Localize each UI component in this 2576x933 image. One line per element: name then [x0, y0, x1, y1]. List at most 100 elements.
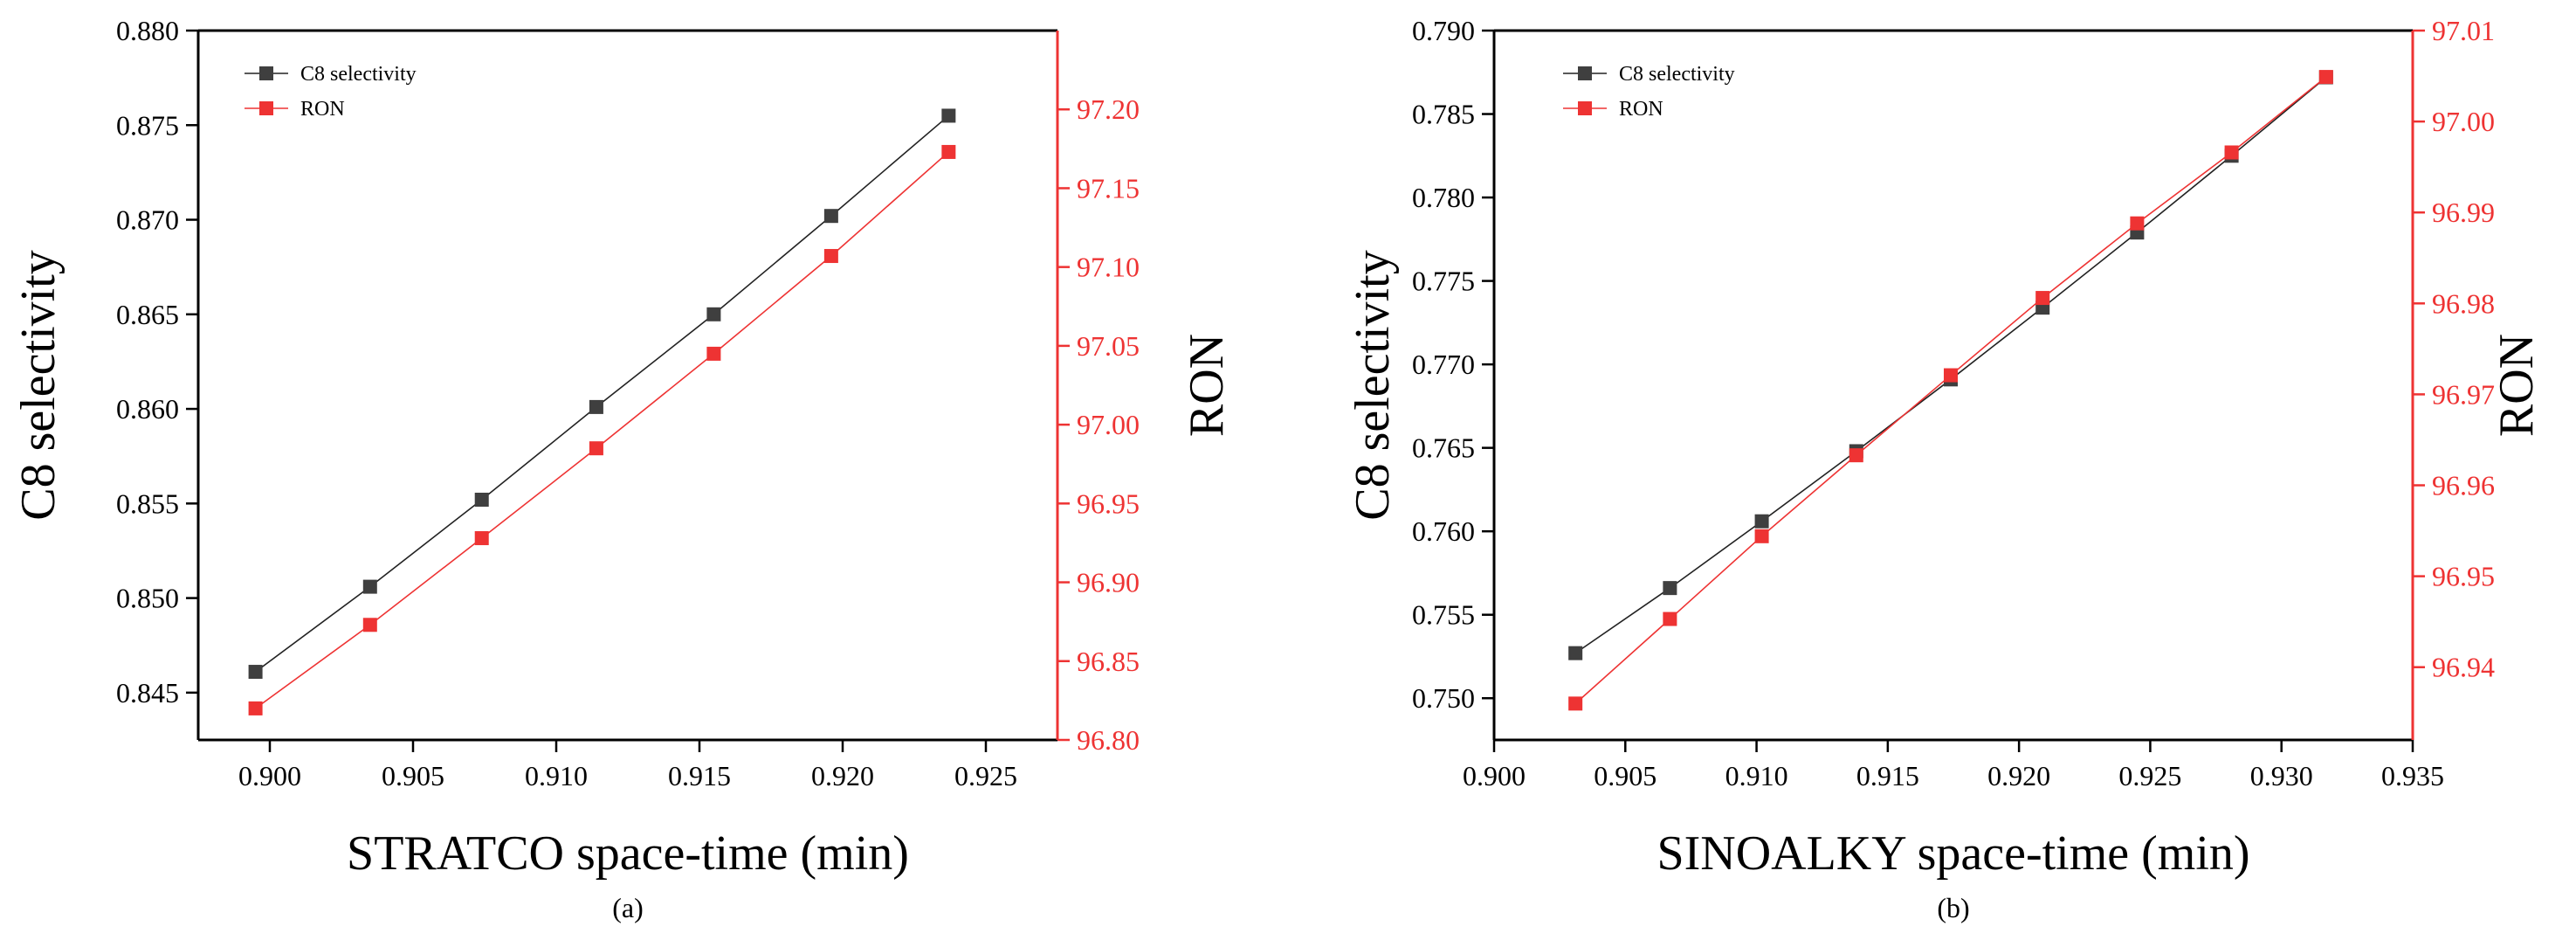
ron-point [823, 249, 838, 264]
right-y-tick-label: 96.90 [1077, 567, 1140, 598]
legend-label: C8 selectivity [1619, 63, 1735, 86]
ron-point [589, 441, 603, 456]
x-tick-label: 0.920 [811, 760, 874, 791]
ron-point [2224, 145, 2239, 160]
right-y-tick-label: 96.94 [2432, 652, 2495, 683]
right-y-tick-label: 96.97 [2432, 378, 2495, 410]
legend-marker [1578, 101, 1592, 115]
left-y-tick-label: 0.755 [1412, 599, 1475, 631]
x-tick-label: 0.910 [525, 760, 588, 791]
legend-item-c8-selectivity: C8 selectivity [245, 63, 417, 86]
x-tick-label: 0.905 [1594, 760, 1656, 791]
legend-item-ron: RON [245, 98, 345, 121]
legend-label: C8 selectivity [300, 63, 417, 86]
ron-point [1849, 448, 1863, 463]
c8-selectivity-point [474, 493, 489, 508]
ron-point [248, 701, 263, 715]
left-y-tick-label: 0.770 [1412, 349, 1475, 380]
series-line-c8-selectivity [255, 114, 949, 673]
right-y-tick-label: 96.96 [2432, 470, 2495, 501]
left-y-tick-label: 0.845 [116, 677, 179, 708]
ron-point [474, 531, 489, 546]
c8-selectivity-point [823, 209, 838, 224]
left-y-tick-label: 0.870 [116, 204, 179, 236]
left-y-tick-label: 0.765 [1412, 432, 1475, 464]
legend-label: RON [300, 98, 345, 121]
legend-item-c8-selectivity: C8 selectivity [1563, 63, 1735, 86]
chart-panel-b: 0.900 0.905 0.910 0.915 0.920 0.925 0.930 0.935… [1346, 15, 2544, 923]
left-y-tick-label: 0.780 [1412, 182, 1475, 213]
c8-selectivity-point [1663, 581, 1677, 596]
right-y-tick-label: 97.05 [1077, 330, 1140, 362]
c8-selectivity-point [362, 579, 377, 594]
x-tick-label: 0.915 [668, 760, 731, 791]
legend-label: RON [1619, 98, 1663, 121]
right-y-tick-label: 97.20 [1077, 93, 1140, 125]
right-y-tick-label: 96.85 [1077, 646, 1140, 677]
x-tick-label: 0.900 [238, 760, 301, 791]
c8-selectivity-point [248, 665, 263, 680]
right-y-tick-label: 97.01 [2432, 15, 2495, 46]
right-y-tick-label: 96.95 [1077, 487, 1140, 519]
left-y-tick-label: 0.850 [116, 583, 179, 614]
left-y-axis-title: C8 selectivity [11, 250, 65, 521]
legend-marker [259, 66, 273, 80]
left-y-tick-label: 0.790 [1412, 15, 1475, 46]
x-tick-label: 0.935 [2381, 760, 2444, 791]
right-y-axis-title: RON [2490, 334, 2544, 437]
ron-point [2318, 70, 2333, 85]
left-y-tick-label: 0.760 [1412, 515, 1475, 547]
ron-point [2130, 216, 2145, 231]
legend-marker [259, 101, 273, 115]
left-y-tick-label: 0.880 [116, 15, 179, 46]
ron-point [362, 618, 377, 632]
left-y-axis-title: C8 selectivity [1346, 250, 1400, 521]
right-y-tick-label: 96.98 [2432, 287, 2495, 319]
left-y-tick-label: 0.775 [1412, 266, 1475, 297]
ron-point [941, 144, 956, 159]
panel-label: (b) [1937, 892, 1969, 923]
x-tick-label: 0.925 [2118, 760, 2181, 791]
ron-point [1568, 696, 1583, 711]
series-line-ron [255, 151, 949, 709]
x-tick-label: 0.920 [1987, 760, 2050, 791]
left-y-tick-label: 0.875 [116, 109, 179, 141]
ron-point [1943, 368, 1958, 383]
c8-selectivity-point [1568, 646, 1583, 660]
c8-selectivity-point [589, 399, 603, 414]
ron-point [1663, 612, 1677, 626]
left-y-tick-label: 0.855 [116, 487, 179, 519]
x-tick-label: 0.925 [954, 760, 1017, 791]
left-y-tick-label: 0.860 [116, 393, 179, 425]
chart-panel-a: 0.900 0.905 0.910 0.915 0.920 0.925 0.845 0.850… [11, 15, 1234, 923]
x-tick-label: 0.900 [1463, 760, 1526, 791]
left-y-tick-label: 0.785 [1412, 99, 1475, 130]
c8-selectivity-point [941, 108, 956, 123]
legend-item-ron: RON [1563, 98, 1663, 121]
right-y-tick-label: 96.80 [1077, 724, 1140, 756]
right-y-tick-label: 97.00 [1077, 409, 1140, 440]
x-tick-label: 0.910 [1725, 760, 1788, 791]
right-y-tick-label: 97.00 [2432, 106, 2495, 137]
right-y-tick-label: 96.95 [2432, 561, 2495, 592]
legend-marker [1578, 66, 1592, 80]
x-axis-title: SINOALKY space-time (min) [1656, 826, 2249, 881]
right-y-tick-label: 97.15 [1077, 172, 1140, 204]
x-axis-title: STRATCO space-time (min) [347, 826, 909, 881]
ron-point [706, 346, 721, 361]
left-y-tick-label: 0.750 [1412, 682, 1475, 714]
series-line-c8-selectivity [1574, 76, 2327, 654]
right-y-tick-label: 96.99 [2432, 197, 2495, 228]
left-y-tick-label: 0.865 [116, 299, 179, 330]
ron-point [1754, 529, 1769, 543]
right-y-axis-title: RON [1180, 334, 1234, 437]
x-tick-label: 0.905 [382, 760, 444, 791]
right-y-tick-label: 97.10 [1077, 252, 1140, 283]
ron-point [2035, 291, 2050, 306]
x-tick-label: 0.930 [2250, 760, 2313, 791]
c8-selectivity-point [1754, 514, 1769, 529]
panel-label: (a) [612, 892, 644, 923]
c8-selectivity-point [706, 307, 721, 321]
x-tick-label: 0.915 [1856, 760, 1919, 791]
